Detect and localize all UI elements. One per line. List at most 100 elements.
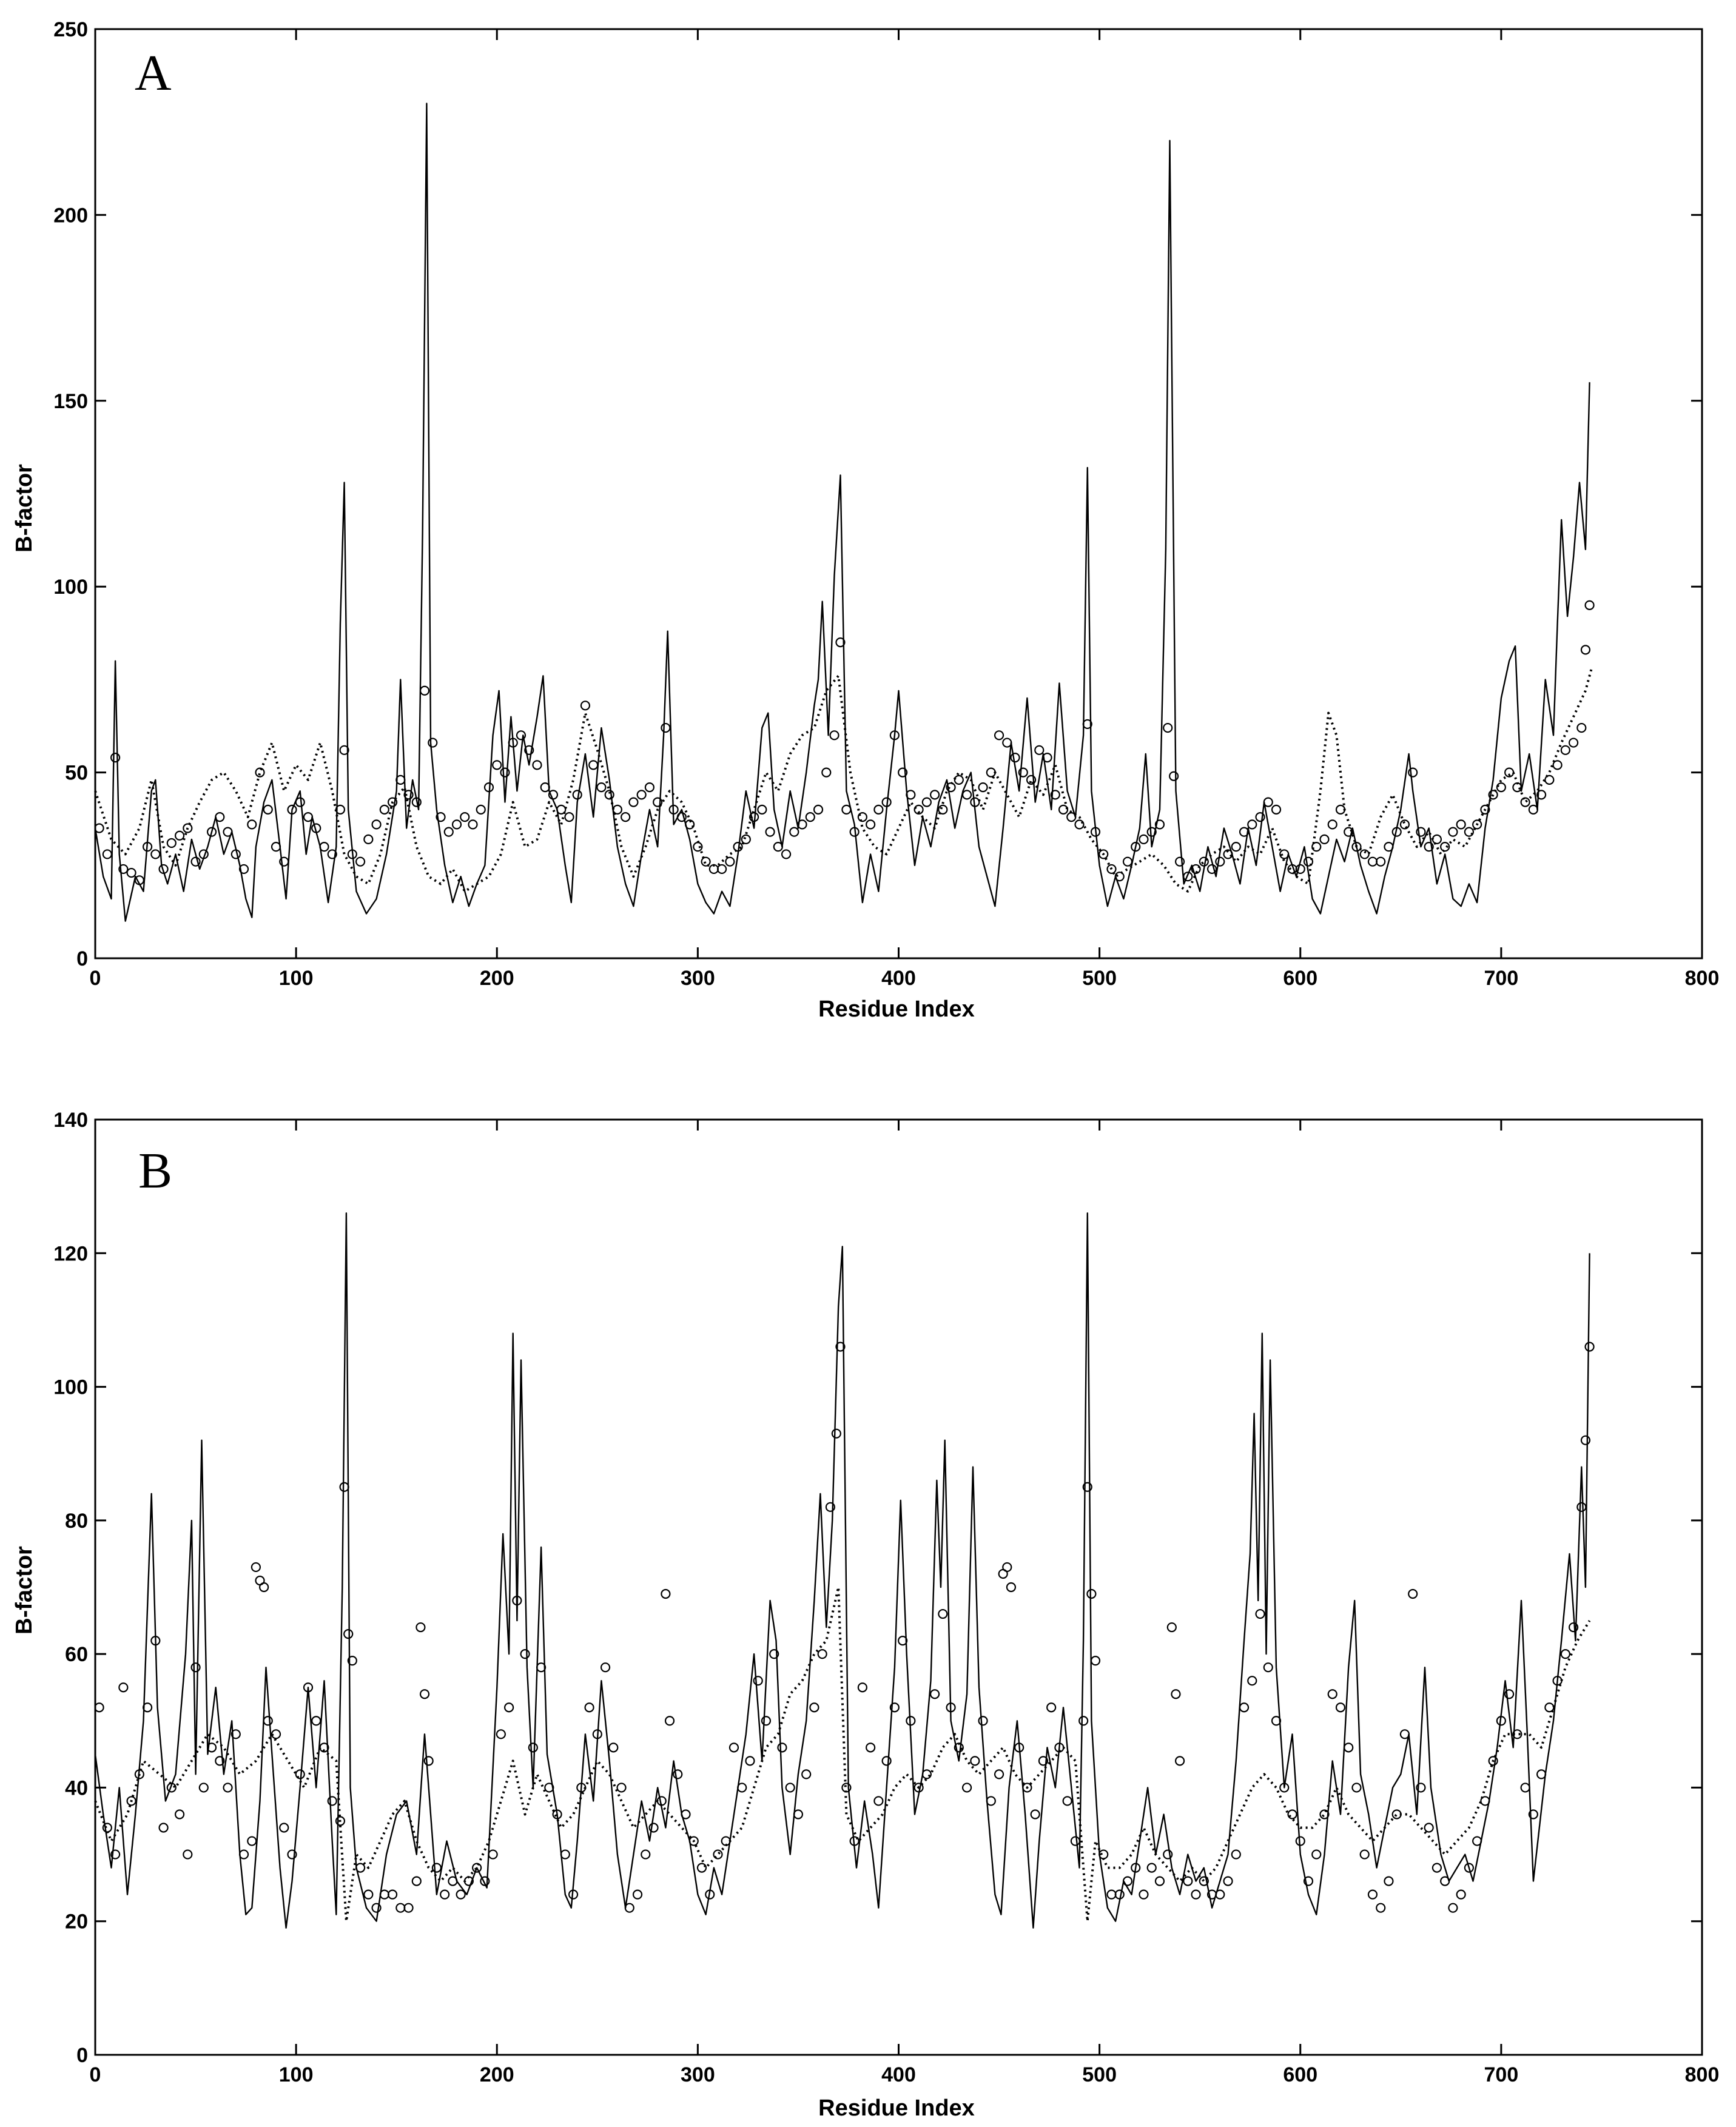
panel-b-data-point [1512,1729,1522,1739]
panel-a-data-point [653,797,663,807]
panel-a-data-point [564,812,574,822]
panel-b-data-point [1171,1689,1181,1699]
panel-b-data-point [456,1889,466,1900]
panel-a-data-point [460,812,470,822]
panel-a-data-point [572,790,582,800]
panel-a-data-point [1098,849,1109,859]
panel-b-data-point [1174,1756,1185,1766]
panel-b-data-point [938,1608,948,1619]
panel-b-data-point [411,1876,422,1886]
panel-a-data-point [548,790,559,800]
panel-a-data-point [1154,819,1165,830]
panel-a-data-point [443,827,454,837]
panel-b-data-point [1560,1649,1570,1659]
panel-a-data-point [765,827,775,837]
panel-a-data-point [994,730,1004,741]
panel-a-data-point [295,797,305,807]
panel-a-data-point [1082,719,1092,730]
panel-a-data-point [1424,842,1434,852]
panel-a-data-point [1576,722,1587,733]
panel-a-data-point [906,790,916,800]
panel-b-data-point [536,1662,547,1673]
panel-a-data-point [1520,797,1530,807]
panel-a-data-point [1560,745,1570,755]
panel-b-data-point [1319,1809,1330,1820]
panel-b-data-point [1399,1729,1410,1739]
panel-a-data-point [279,856,289,867]
panel-a-data-point [198,849,209,859]
panel-a-data-point [1344,827,1354,837]
panel-b-data-point [785,1783,795,1793]
panel-b-x-axis-title: Residue Index [818,2095,975,2121]
panel-a-data-point [436,812,446,822]
panel-a-data-point [94,823,104,833]
panel-b-data-point [431,1863,442,1873]
panel-a-data-point [1472,819,1482,830]
panel-a-data-point [540,782,550,793]
panel-b-data-point [641,1849,651,1860]
panel-a-data-point [1231,842,1241,852]
panel-a-data-point [1384,842,1394,852]
panel-b-data-point [1488,1756,1498,1766]
panel-a-data-point [813,804,824,815]
panel-a-data-point [1568,738,1579,748]
panel-a: A Residue Index B-factor 0 100 200 300 400 50… [12,18,1719,1022]
panel-a-data-point [223,827,233,837]
panel-b-data-point [347,1656,357,1666]
panel-b-data-point [1520,1783,1530,1793]
panel-b-data-point [801,1769,812,1779]
panel-a-data-point [946,782,956,793]
panel-a-data-point [339,745,349,755]
panel-b-data-point [1082,1482,1092,1492]
panel-b-data-point [1006,1582,1017,1593]
panel-b-data-point [118,1682,129,1693]
panel-a-data-point [516,730,527,741]
panel-b-data-point [1239,1702,1250,1713]
panel-b-data-point [1580,1435,1591,1445]
panel-a-data-point [556,804,567,815]
panel-a-y-tick-label: 250 [53,18,88,41]
panel-b-data-point [1359,1849,1370,1860]
panel-b-data-point [319,1742,329,1753]
panel-b-data-point [1263,1662,1273,1673]
panel-b-data-point [1022,1783,1032,1793]
panel-a-data-point [1580,645,1591,655]
panel-a-data-point [1480,804,1490,815]
panel-b-data-point [230,1729,241,1739]
panel-a-data-point [166,838,177,848]
panel-a-data-point [428,738,438,748]
panel-a-data-point [1279,849,1290,859]
panel-b-data-point [970,1756,980,1766]
panel-a-data-point [1106,864,1117,875]
panel-a-data-point [1114,872,1125,882]
panel-b-y-tick-label: 140 [53,1109,88,1132]
panel-b-data-point [777,1742,787,1753]
panel-a-data-point [1432,834,1442,845]
panel-a-data-point [866,819,876,830]
panel-a-data-point [319,842,329,852]
panel-a-data-point [1319,834,1330,845]
panel-b-data-point [1384,1876,1394,1886]
panel-b-data-point [1131,1863,1141,1873]
panel-b-data-point [1231,1849,1241,1860]
panel-b-data-point [688,1836,699,1846]
panel-b-data-point [873,1796,884,1806]
panel-a-y-tick-label: 100 [53,576,88,599]
panel-a-data-point [954,775,964,785]
panel-b-data-point [1046,1702,1057,1713]
panel-b-data-point [1376,1903,1386,1913]
panel-b-data-point [978,1716,988,1726]
panel-a-data-point [1528,804,1538,815]
panel-b-data-point [259,1582,269,1593]
panel-a-data-point [158,864,169,875]
panel-a-data-point [1504,767,1515,778]
panel-b-data-point [728,1742,739,1753]
panel-b-data-point [504,1702,514,1713]
panel-b-data-point [415,1622,426,1633]
panel-a-data-point [621,812,631,822]
panel-b-data-point [206,1742,217,1753]
panel-a-data-point [532,760,542,770]
panel-a-data-point [468,819,478,830]
panel-b-x-tick-label: 100 [279,2063,314,2086]
panel-b-data-point [339,1482,349,1492]
